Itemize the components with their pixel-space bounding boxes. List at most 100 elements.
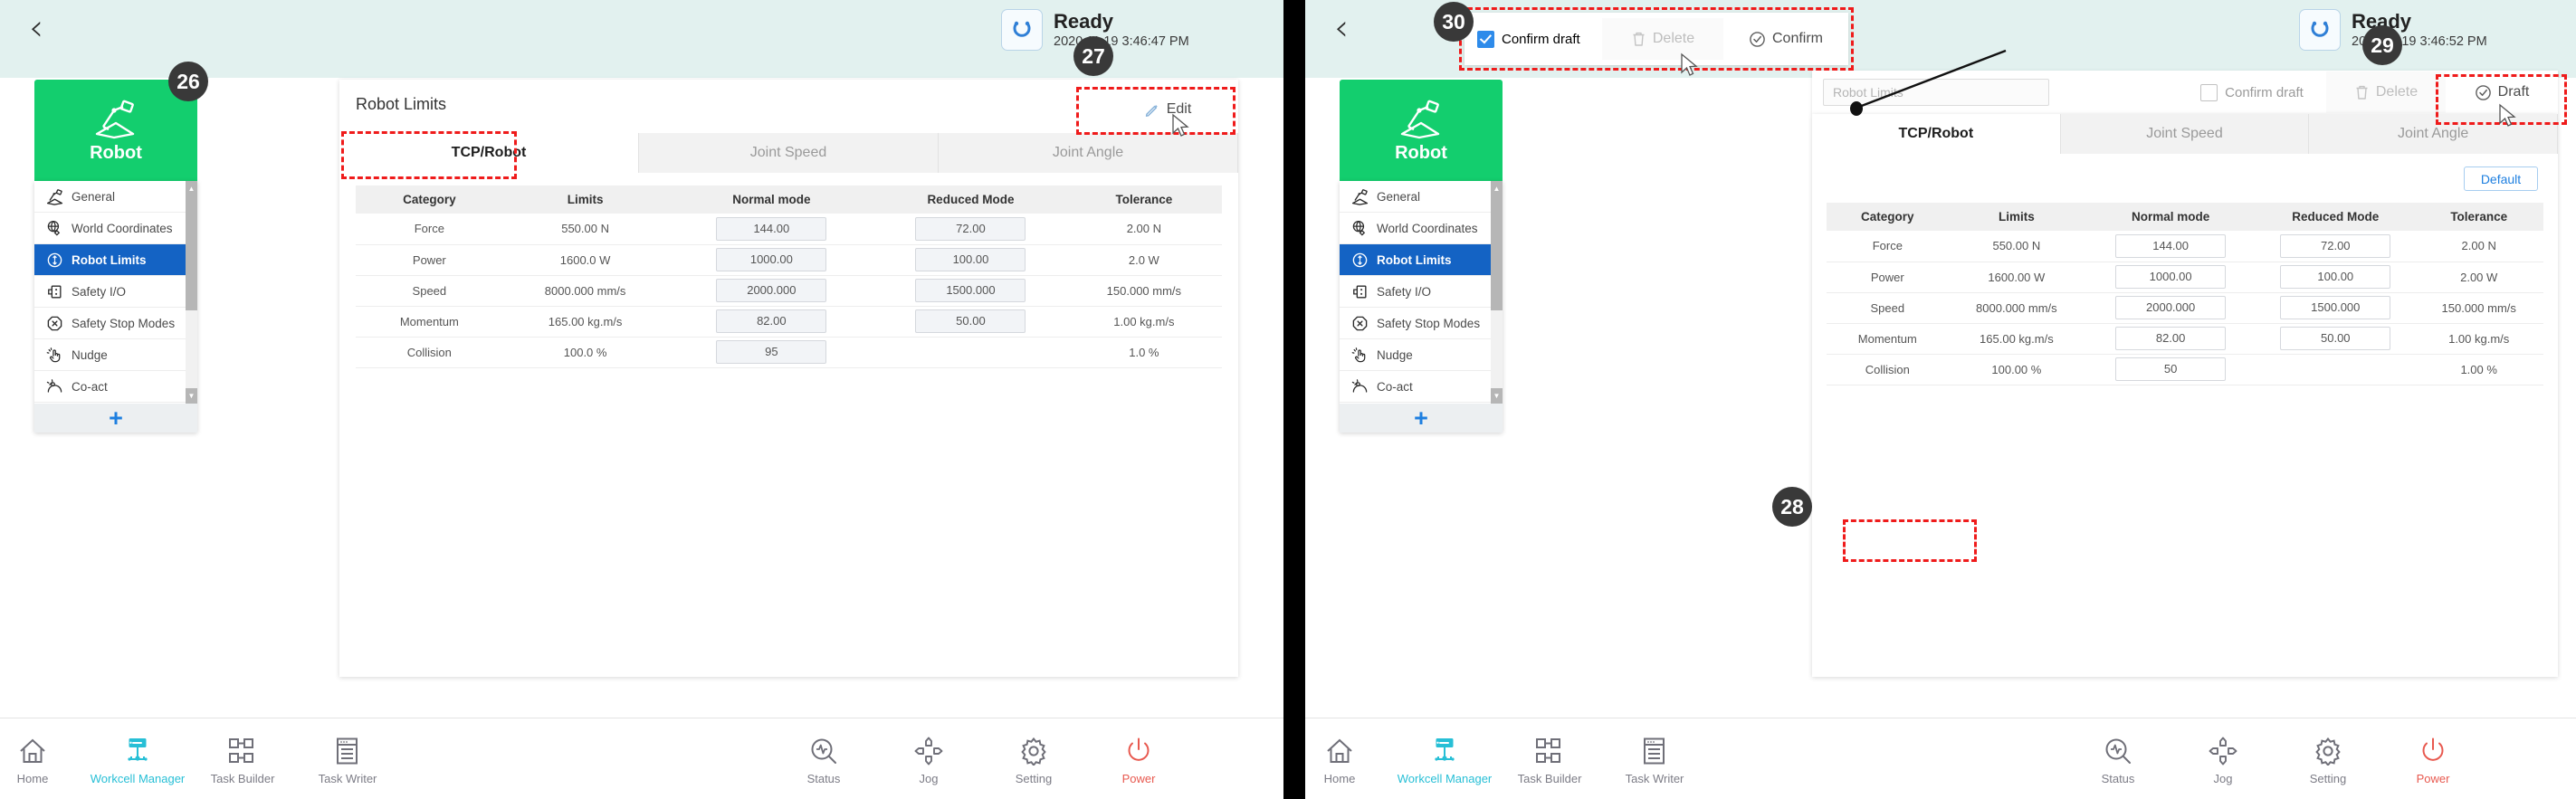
sidebar-item-safety-stop-modes[interactable]: Safety Stop Modes — [1340, 308, 1503, 339]
tab-joint-speed[interactable]: Joint Speed — [639, 133, 939, 173]
force-normal-field[interactable]: 144.00 — [2115, 233, 2227, 258]
force-reduced[interactable]: 72.00 — [2256, 231, 2415, 262]
nav-task-builder[interactable]: Task Builder — [1497, 733, 1602, 785]
scroll-down-icon[interactable]: ▼ — [1491, 388, 1503, 404]
sidebar-item-robot-limits[interactable]: Robot Limits — [1340, 244, 1503, 276]
popup-confirm-button[interactable]: Confirm — [1723, 18, 1848, 60]
collision-normal[interactable]: 50 — [2085, 354, 2257, 385]
nav-task-builder[interactable]: Task Builder — [190, 733, 295, 785]
sidebar-item-general[interactable]: General — [1340, 181, 1503, 213]
power-normal-field[interactable]: 1000.00 — [2115, 265, 2227, 289]
sidebar-item-safety-stop-modes[interactable]: Safety Stop Modes — [34, 308, 197, 339]
momentum-reduced[interactable]: 50.00 — [2256, 323, 2415, 355]
cell-category: Momentum — [1827, 323, 1949, 355]
momentum-reduced[interactable]: 50.00 — [875, 306, 1066, 338]
sidebar-scrollbar[interactable]: ▲ ▼ — [1491, 181, 1503, 404]
power-reduced-field[interactable]: 100.00 — [2280, 265, 2391, 289]
cell-tolerance: 1.00 kg.m/s — [1065, 306, 1222, 338]
tab-tcp-robot[interactable]: TCP/Robot — [1812, 114, 2061, 154]
nav-label: Setting — [1015, 771, 1053, 785]
collision-normal-field[interactable]: 50 — [2115, 357, 2227, 381]
sidebar-scrollbar[interactable]: ▲ ▼ — [186, 181, 197, 404]
sidebar-item-safety-i-o[interactable]: Safety I/O — [1340, 276, 1503, 308]
speed-reduced-field[interactable]: 1500.000 — [915, 279, 1026, 302]
force-normal-field[interactable]: 144.00 — [716, 216, 827, 241]
scroll-down-icon[interactable]: ▼ — [186, 388, 197, 404]
plus-icon: + — [1414, 404, 1428, 432]
nav-status[interactable]: Status — [2066, 733, 2171, 785]
add-device-button[interactable]: + — [1340, 404, 1503, 433]
nav-home[interactable]: Home — [1305, 733, 1392, 785]
nav-setting[interactable]: Setting — [981, 733, 1086, 785]
power-normal[interactable]: 1000.00 — [2085, 262, 2257, 293]
tab-joint-angle[interactable]: Joint Angle — [939, 133, 1238, 173]
scroll-up-icon[interactable]: ▲ — [186, 181, 197, 196]
collision-normal[interactable]: 95 — [667, 337, 876, 368]
draftbar-confirm-draft-checkbox[interactable]: Confirm draft — [2178, 83, 2326, 101]
momentum-normal[interactable]: 82.00 — [2085, 323, 2257, 355]
nav-home[interactable]: Home — [0, 733, 85, 785]
table-header-row: Category Limits Normal mode Reduced Mode Tol… — [356, 185, 1222, 214]
sidebar-item-robot-limits[interactable]: Robot Limits — [34, 244, 197, 276]
speed-normal-field[interactable]: 2000.000 — [2115, 296, 2227, 319]
right-device-card[interactable]: Robot — [1340, 80, 1503, 181]
power-reduced-field[interactable]: 100.00 — [915, 248, 1026, 271]
sidebar-item-safety-i-o[interactable]: Safety I/O — [34, 276, 197, 308]
left-device-card[interactable]: Robot — [34, 80, 197, 181]
nav-power[interactable]: Power — [1086, 733, 1191, 785]
speed-normal[interactable]: 2000.000 — [667, 275, 876, 307]
nav-setting[interactable]: Setting — [2275, 733, 2380, 785]
nav-jog[interactable]: Jog — [876, 733, 981, 785]
speed-reduced[interactable]: 1500.000 — [875, 275, 1066, 307]
popup-confirm-draft-checkbox[interactable]: Confirm draft — [1465, 30, 1602, 48]
collision-normal-field[interactable]: 95 — [716, 340, 827, 364]
momentum-normal-field[interactable]: 82.00 — [2115, 327, 2227, 350]
chevron-left-icon[interactable]: ‹ — [1334, 7, 1349, 49]
power-normal[interactable]: 1000.00 — [667, 244, 876, 276]
scroll-up-icon[interactable]: ▲ — [1491, 181, 1503, 196]
sidebar-item-world-coordinates[interactable]: World Coordinates — [1340, 213, 1503, 244]
nav-workcell-manager[interactable]: Workcell Manager — [1392, 733, 1497, 785]
speed-normal[interactable]: 2000.000 — [2085, 292, 2257, 324]
chevron-left-icon[interactable]: ‹ — [29, 7, 43, 49]
add-device-button[interactable]: + — [34, 404, 197, 433]
nav-task-writer[interactable]: Task Writer — [1602, 733, 1707, 785]
edit-button[interactable]: Edit — [1113, 89, 1222, 130]
default-button[interactable]: Default — [2464, 166, 2538, 191]
speed-reduced-field[interactable]: 1500.000 — [2280, 296, 2391, 319]
force-reduced[interactable]: 72.00 — [875, 214, 1066, 245]
sidebar-item-nudge[interactable]: Nudge — [34, 339, 197, 371]
nav-workcell-manager[interactable]: Workcell Manager — [85, 733, 190, 785]
nav-jog[interactable]: Jog — [2171, 733, 2275, 785]
scroll-thumb[interactable] — [1491, 196, 1503, 310]
sidebar-item-co-act[interactable]: Co-act — [1340, 371, 1503, 403]
force-normal[interactable]: 144.00 — [2085, 231, 2257, 262]
force-reduced-field[interactable]: 72.00 — [915, 216, 1026, 241]
sidebar-item-world-coordinates[interactable]: World Coordinates — [34, 213, 197, 244]
momentum-normal[interactable]: 82.00 — [667, 306, 876, 338]
nav-task-writer[interactable]: Task Writer — [295, 733, 400, 785]
speed-reduced[interactable]: 1500.000 — [2256, 292, 2415, 324]
sidebar-item-nudge[interactable]: Nudge — [1340, 339, 1503, 371]
draft-name-input[interactable]: Robot Limits — [1823, 79, 2049, 106]
nav-status[interactable]: Status — [771, 733, 876, 785]
tab-joint-speed[interactable]: Joint Speed — [2060, 114, 2310, 154]
force-normal[interactable]: 144.00 — [667, 214, 876, 245]
draft-button[interactable]: Draft — [2446, 71, 2558, 113]
nav-power[interactable]: Power — [2380, 733, 2485, 785]
power-normal-field[interactable]: 1000.00 — [716, 248, 827, 271]
power-reduced[interactable]: 100.00 — [2256, 262, 2415, 293]
nav-label: Status — [2101, 771, 2135, 785]
speed-normal-field[interactable]: 2000.000 — [716, 279, 827, 302]
scroll-thumb[interactable] — [186, 196, 197, 310]
page-title: Robot Limits — [356, 95, 447, 113]
sidebar-item-general[interactable]: General — [34, 181, 197, 213]
momentum-reduced-field[interactable]: 50.00 — [915, 309, 1026, 333]
sidebar-item-co-act[interactable]: Co-act — [34, 371, 197, 403]
force-reduced-field[interactable]: 72.00 — [2280, 233, 2391, 258]
momentum-normal-field[interactable]: 82.00 — [716, 309, 827, 333]
momentum-reduced-field[interactable]: 50.00 — [2280, 327, 2391, 350]
tab-tcp-robot[interactable]: TCP/Robot — [339, 133, 639, 173]
power-reduced[interactable]: 100.00 — [875, 244, 1066, 276]
tab-joint-angle[interactable]: Joint Angle — [2309, 114, 2558, 154]
